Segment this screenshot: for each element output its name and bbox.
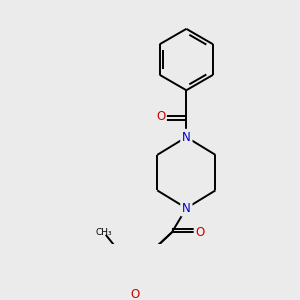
Text: O: O	[156, 110, 165, 123]
Text: O: O	[130, 288, 140, 300]
Text: CH₃: CH₃	[96, 228, 112, 237]
Text: N: N	[182, 130, 191, 144]
Text: O: O	[196, 226, 205, 239]
Text: N: N	[182, 202, 191, 215]
